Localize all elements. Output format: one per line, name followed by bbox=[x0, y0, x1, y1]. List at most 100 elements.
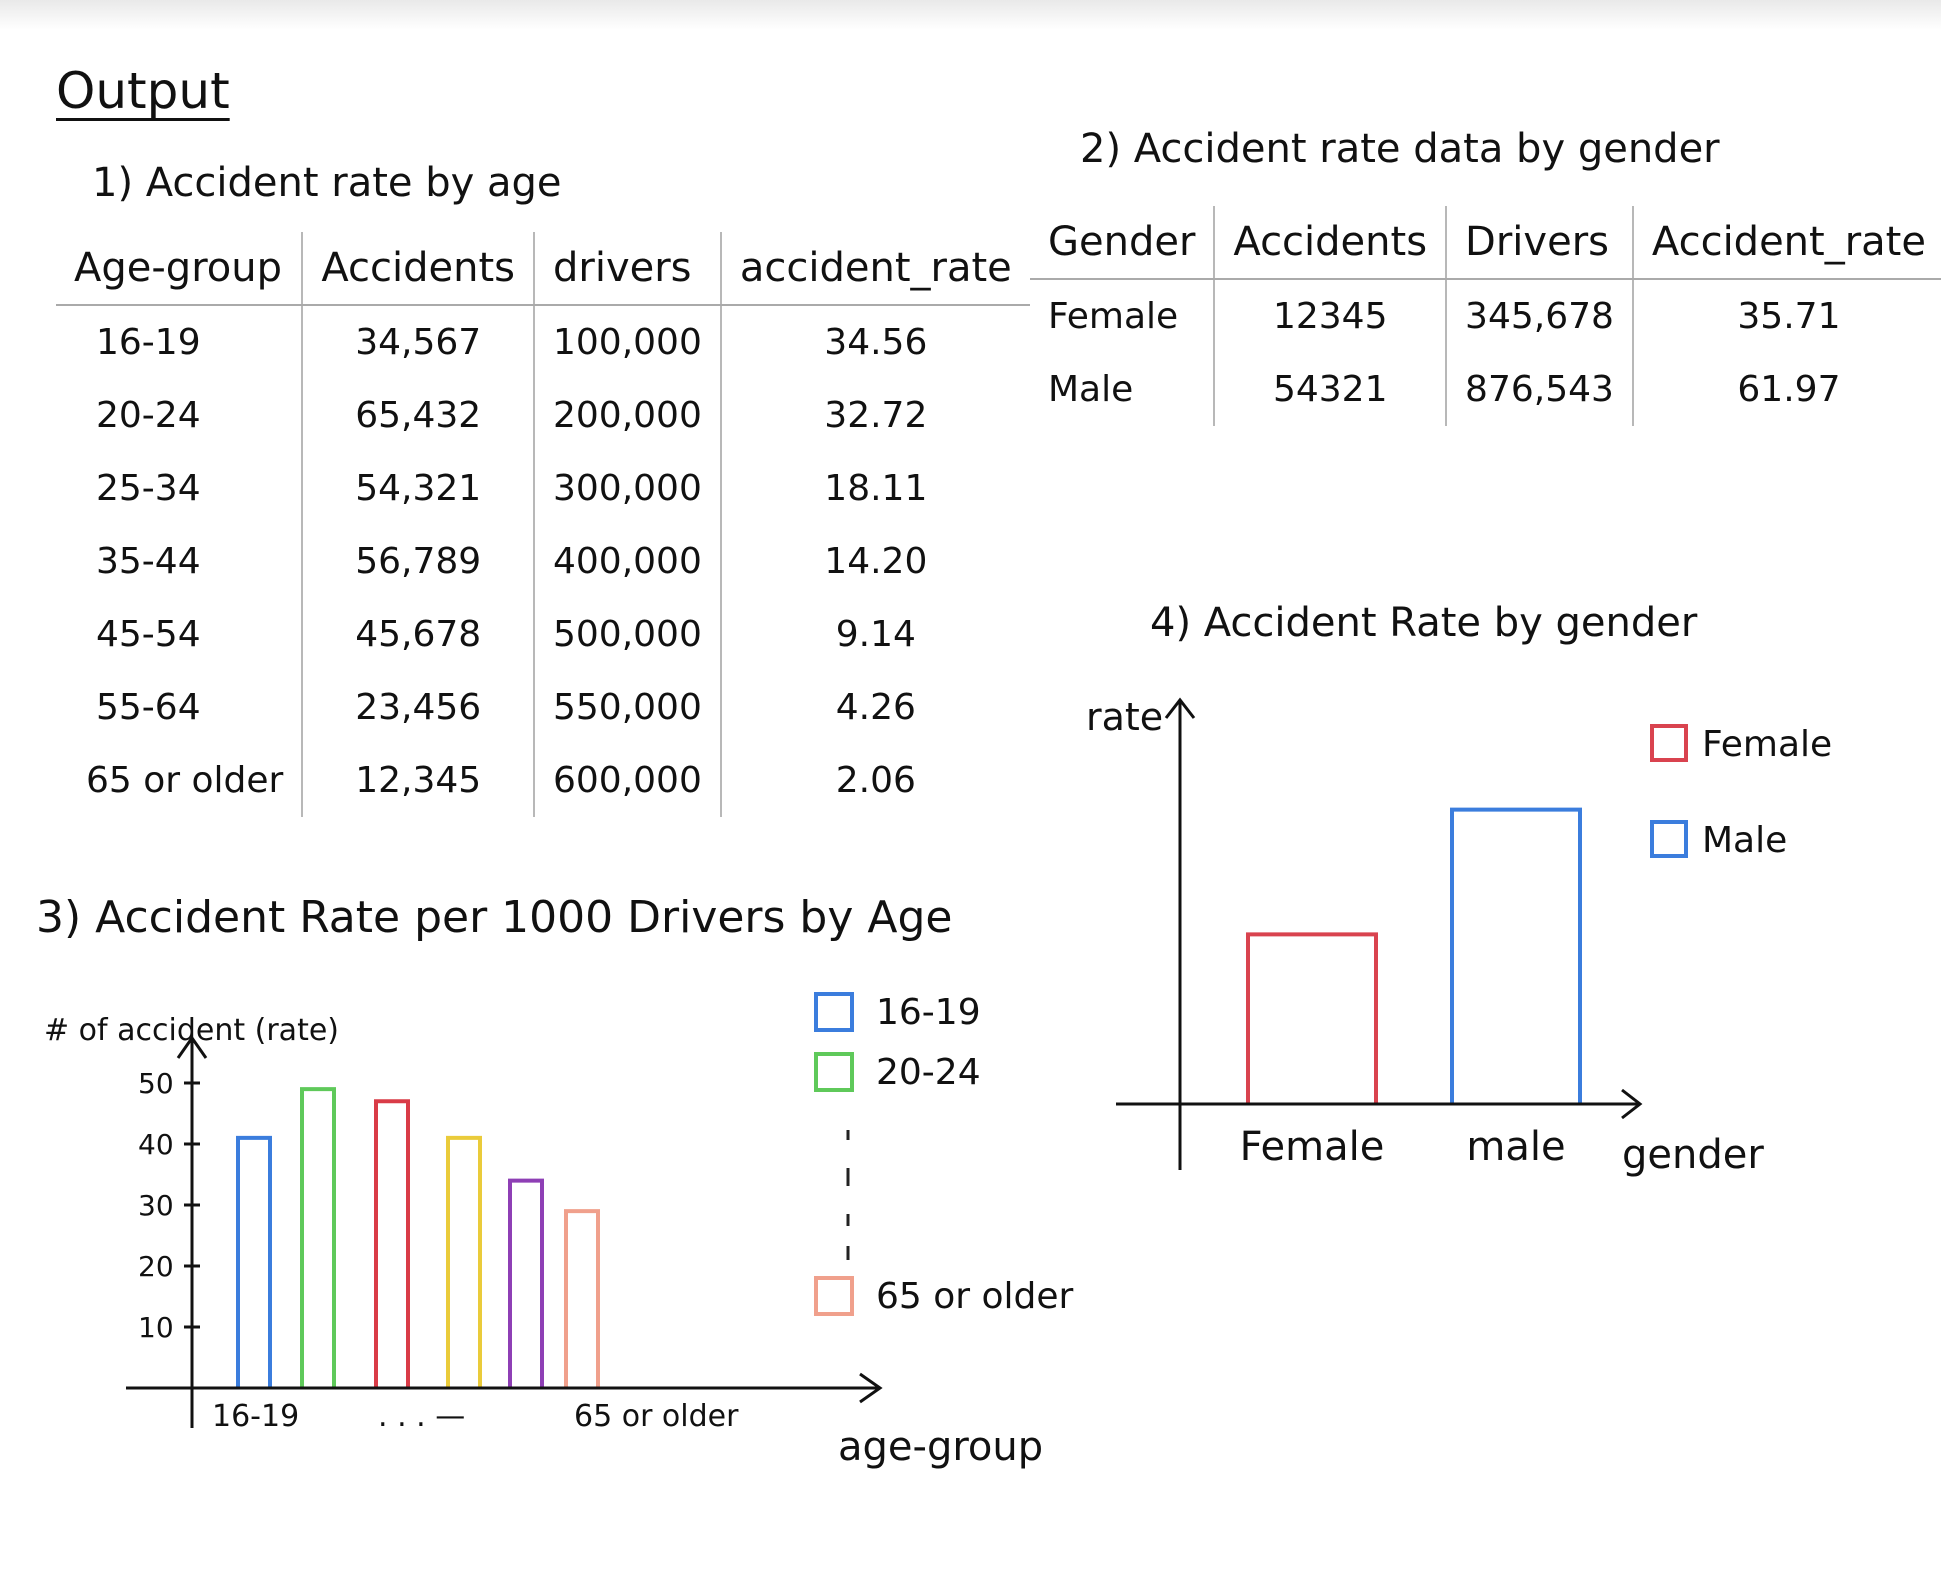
table-cell: 400,000 bbox=[533, 525, 721, 598]
table-cell: 56,789 bbox=[301, 525, 534, 598]
age-table: Age-group Accidents drivers accident_rat… bbox=[56, 232, 1030, 817]
y-tick-label: 20 bbox=[138, 1250, 174, 1283]
gender-table-header: Gender bbox=[1030, 206, 1215, 280]
table-cell: 4.26 bbox=[719, 671, 1030, 744]
x-tick-label: . . . — bbox=[378, 1399, 465, 1434]
table-row: 55-64 23,456 550,000 4.26 bbox=[56, 671, 1030, 744]
bar bbox=[446, 1135, 482, 1388]
table-cell: 200,000 bbox=[533, 379, 721, 452]
table-cell: 300,000 bbox=[533, 452, 721, 525]
table-cell: 55-64 bbox=[96, 687, 201, 728]
y-tick-label: 10 bbox=[138, 1311, 174, 1344]
gender-table-header: Accident_rate bbox=[1631, 206, 1941, 280]
legend-swatch bbox=[814, 1052, 854, 1092]
x-tick-label: 16-19 bbox=[212, 1399, 299, 1434]
table-cell: 9.14 bbox=[719, 598, 1030, 671]
table-cell: 25-34 bbox=[96, 468, 201, 509]
bar bbox=[564, 1209, 600, 1388]
table-row: 45-54 45,678 500,000 9.14 bbox=[56, 598, 1030, 671]
table-row: 20-24 65,432 200,000 32.72 bbox=[56, 379, 1030, 452]
table-row: 35-44 56,789 400,000 14.20 bbox=[56, 525, 1030, 598]
section-3-title: 3) Accident Rate per 1000 Drivers by Age bbox=[36, 892, 953, 943]
y-ticks: 10 20 30 40 50 bbox=[138, 1067, 200, 1344]
table-cell: 18.11 bbox=[719, 452, 1030, 525]
x-tick-label: male bbox=[1466, 1124, 1565, 1170]
bar-group bbox=[1246, 807, 1582, 1104]
gender-table-header: Accidents bbox=[1213, 206, 1447, 280]
table-cell: 54,321 bbox=[301, 452, 534, 525]
table-cell: 20-24 bbox=[96, 395, 201, 436]
gender-table-header: Drivers bbox=[1445, 206, 1633, 280]
table-cell: 14.20 bbox=[719, 525, 1030, 598]
x-tick-label: Female bbox=[1240, 1124, 1385, 1170]
y-tick-label: 50 bbox=[138, 1067, 174, 1100]
table-cell: 23,456 bbox=[301, 671, 534, 744]
bar bbox=[1246, 932, 1378, 1104]
age-table-header-row: Age-group Accidents drivers accident_rat… bbox=[56, 232, 1030, 306]
bar bbox=[236, 1135, 272, 1388]
section-4-title: 4) Accident Rate by gender bbox=[1150, 600, 1698, 646]
top-shadow bbox=[0, 0, 1941, 30]
section-2-title: 2) Accident rate data by gender bbox=[1080, 126, 1720, 172]
axes bbox=[126, 1035, 883, 1428]
table-row: Female 12345 345,678 35.71 bbox=[1030, 279, 1941, 353]
legend: 16-19 20-24 65 or older bbox=[814, 992, 1074, 1317]
table-cell: 2.06 bbox=[719, 744, 1030, 817]
bar bbox=[508, 1178, 544, 1388]
table-cell: 550,000 bbox=[533, 671, 721, 744]
table-cell: 35.71 bbox=[1631, 279, 1941, 353]
table-cell: Female bbox=[1048, 296, 1179, 337]
y-tick-label: 40 bbox=[138, 1128, 174, 1161]
gender-table-header-row: Gender Accidents Drivers Accident_rate bbox=[1030, 206, 1941, 280]
legend: Female Male bbox=[1650, 724, 1832, 861]
bar bbox=[374, 1099, 410, 1388]
section-1-title: 1) Accident rate by age bbox=[92, 160, 562, 206]
legend-label: 16-19 bbox=[876, 992, 981, 1033]
y-axis-label: rate bbox=[1086, 695, 1163, 739]
age-table-header: drivers bbox=[533, 232, 721, 306]
table-cell: 65,432 bbox=[301, 379, 534, 452]
table-cell: 34,567 bbox=[301, 305, 534, 379]
age-table-header: Age-group bbox=[56, 232, 303, 306]
table-cell: 35-44 bbox=[96, 541, 201, 582]
legend-swatch bbox=[814, 1276, 854, 1316]
bar bbox=[1450, 807, 1582, 1104]
legend-label: 65 or older bbox=[876, 1276, 1074, 1317]
age-table-header: Accidents bbox=[301, 232, 534, 306]
x-ticks: 16-19 . . . — 65 or older bbox=[212, 1399, 739, 1434]
legend-label: 20-24 bbox=[876, 1052, 981, 1093]
x-axis-label: age-group bbox=[838, 1424, 1043, 1470]
x-ticks: Female male bbox=[1240, 1124, 1566, 1170]
table-row: 25-34 54,321 300,000 18.11 bbox=[56, 452, 1030, 525]
table-cell: 12,345 bbox=[301, 744, 534, 817]
table-row: Male 54321 876,543 61.97 bbox=[1030, 353, 1941, 426]
table-row: 65 or older 12,345 600,000 2.06 bbox=[56, 744, 1030, 817]
bar bbox=[300, 1087, 336, 1388]
x-axis-label: gender bbox=[1622, 1132, 1764, 1178]
axes bbox=[1116, 697, 1643, 1170]
age-table-header: accident_rate bbox=[719, 232, 1030, 306]
page-heading: Output bbox=[56, 62, 230, 120]
x-tick-label: 65 or older bbox=[574, 1399, 739, 1434]
table-cell: 876,543 bbox=[1445, 353, 1633, 426]
table-cell: Male bbox=[1048, 369, 1134, 410]
bar-group bbox=[236, 1087, 600, 1388]
table-cell: 500,000 bbox=[533, 598, 721, 671]
table-cell: 16-19 bbox=[96, 322, 201, 363]
table-cell: 65 or older bbox=[86, 760, 284, 801]
table-cell: 54321 bbox=[1213, 353, 1447, 426]
table-cell: 34.56 bbox=[719, 305, 1030, 379]
table-cell: 45-54 bbox=[96, 614, 201, 655]
legend-label: Female bbox=[1702, 724, 1832, 765]
gender-table: Gender Accidents Drivers Accident_rate F… bbox=[1030, 206, 1941, 426]
table-cell: 600,000 bbox=[533, 744, 721, 817]
table-cell: 32.72 bbox=[719, 379, 1030, 452]
legend-swatch bbox=[814, 992, 854, 1032]
table-cell: 45,678 bbox=[301, 598, 534, 671]
table-cell: 100,000 bbox=[533, 305, 721, 379]
table-cell: 61.97 bbox=[1631, 353, 1941, 426]
y-tick-label: 30 bbox=[138, 1189, 174, 1222]
legend-swatch bbox=[1650, 820, 1688, 858]
